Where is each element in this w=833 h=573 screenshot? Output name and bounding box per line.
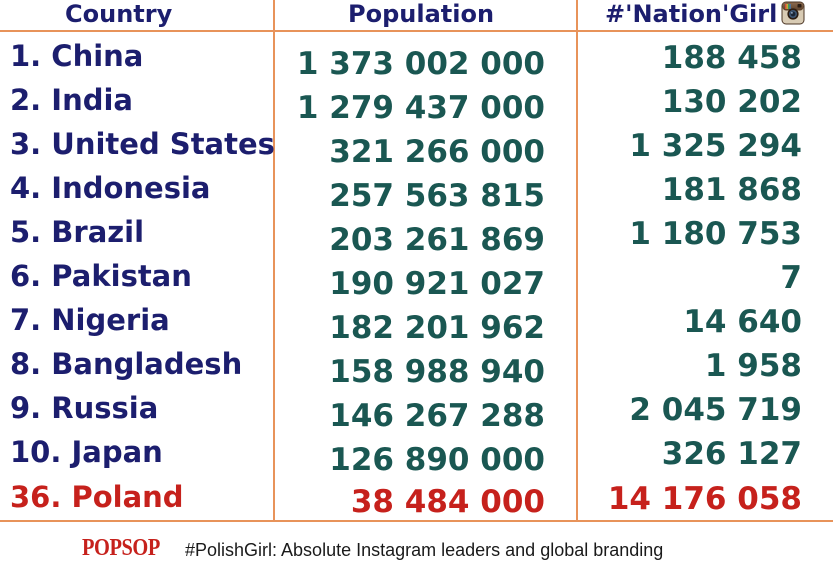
nation-girl-cell: 2 045 719 — [629, 392, 802, 428]
country-cell: 8. Bangladesh — [10, 347, 243, 381]
nation-girl-cell: 181 868 — [661, 172, 802, 208]
table-row: 3. United States 321 266 000 1 325 294 — [0, 122, 833, 170]
column-divider — [273, 0, 275, 522]
table-row: 4. Indonesia 257 563 815 181 868 — [0, 166, 833, 214]
nation-girl-cell: 7 — [780, 260, 802, 296]
population-cell: 257 563 815 — [329, 178, 545, 214]
nation-girl-cell: 326 127 — [661, 436, 802, 472]
footer-caption: #PolishGirl: Absolute Instagram leaders … — [185, 540, 664, 560]
country-cell: 4. Indonesia — [10, 171, 211, 205]
table-row: 9. Russia 146 267 288 2 045 719 — [0, 386, 833, 434]
population-cell: 146 267 288 — [329, 398, 545, 434]
table-row: 6. Pakistan 190 921 027 7 — [0, 254, 833, 302]
country-cell: 7. Nigeria — [10, 303, 170, 337]
data-table: Country Population #'Nation'Girl 1. Chin… — [0, 0, 833, 522]
table-row: 1. China 1 373 002 000 188 458 — [0, 34, 833, 82]
population-cell: 1 279 437 000 — [296, 90, 545, 126]
nation-girl-cell: 14 176 058 — [607, 481, 802, 517]
country-cell: 6. Pakistan — [10, 259, 192, 293]
table-row: 2. India 1 279 437 000 130 202 — [0, 78, 833, 126]
table-row-highlight: 36. Poland 38 484 000 14 176 058 — [0, 475, 833, 520]
header-divider — [0, 30, 833, 32]
header-nation-girl-label: #'Nation'Girl — [605, 0, 778, 28]
population-cell: 126 890 000 — [329, 442, 545, 478]
table-row: 7. Nigeria 182 201 962 14 640 — [0, 298, 833, 346]
table-row: 10. Japan 126 890 000 326 127 — [0, 430, 833, 478]
footer: POPSOP #PolishGirl: Absolute Instagram l… — [0, 527, 833, 571]
nation-girl-cell: 1 180 753 — [629, 216, 802, 252]
table-row: 8. Bangladesh 158 988 940 1 958 — [0, 342, 833, 390]
country-cell: 10. Japan — [10, 435, 163, 469]
country-cell: 5. Brazil — [10, 215, 145, 249]
brand-logo: POPSOP — [82, 535, 160, 561]
population-cell: 190 921 027 — [329, 266, 545, 302]
population-cell: 321 266 000 — [329, 134, 545, 170]
footer-divider — [0, 520, 833, 522]
header-population: Population — [348, 0, 495, 28]
instagram-icon — [781, 1, 805, 25]
header-country: Country — [65, 0, 173, 28]
population-cell: 38 484 000 — [350, 484, 545, 520]
population-cell: 203 261 869 — [329, 222, 545, 258]
population-cell: 182 201 962 — [329, 310, 545, 346]
nation-girl-cell: 1 958 — [704, 348, 802, 384]
nation-girl-cell: 1 325 294 — [629, 128, 802, 164]
country-cell: 9. Russia — [10, 391, 159, 425]
table-row: 5. Brazil 203 261 869 1 180 753 — [0, 210, 833, 258]
nation-girl-cell: 188 458 — [661, 40, 802, 76]
country-cell: 1. China — [10, 39, 144, 73]
column-divider — [576, 0, 578, 522]
country-cell: 3. United States — [10, 127, 275, 161]
country-cell: 36. Poland — [10, 480, 184, 514]
nation-girl-cell: 130 202 — [661, 84, 802, 120]
population-cell: 158 988 940 — [329, 354, 545, 390]
population-cell: 1 373 002 000 — [296, 46, 545, 82]
country-cell: 2. India — [10, 83, 133, 117]
nation-girl-cell: 14 640 — [683, 304, 802, 340]
header-nation-girl: #'Nation'Girl — [605, 0, 805, 30]
